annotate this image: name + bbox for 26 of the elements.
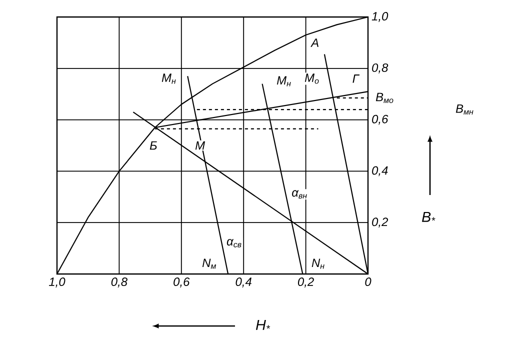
annotation: N$_{н}$ xyxy=(312,258,324,269)
text: B$_{мн}$ xyxy=(456,104,474,115)
x-tick-label: 0,8 xyxy=(111,278,128,288)
annotation: M$_{н}$ xyxy=(276,76,291,86)
y-tick-label: 0,4 xyxy=(372,166,388,176)
x-tick-label: 0,2 xyxy=(298,278,314,288)
annotation: N$_{м}$ xyxy=(202,258,216,269)
y-tick-label: 0,8 xyxy=(372,63,388,74)
annotation: α$_{св}$ xyxy=(226,239,242,248)
x-tick-label: 1,0 xyxy=(48,278,66,288)
annotation: Б xyxy=(150,141,157,150)
y-tick-label: 0,2 xyxy=(372,218,388,228)
y-tick-label: 1,0 xyxy=(372,12,388,22)
x-tick-label: 0,6 xyxy=(174,278,190,288)
annotation: α$_{вн}$ xyxy=(292,190,307,198)
annotation: Г xyxy=(352,74,360,83)
x-tick-label: 0,4 xyxy=(236,278,252,288)
x-axis-title: H$_{*}$ xyxy=(256,320,270,330)
annotation: M$_{о}$ xyxy=(304,74,319,84)
text: B$_{мо}$ xyxy=(376,92,394,104)
y-tick-label: 0,6 xyxy=(372,114,388,125)
x-tick-label: 0 xyxy=(365,278,372,286)
annotation: M$_{н}$ xyxy=(162,74,176,84)
annotation: A xyxy=(310,38,318,47)
annotation: М xyxy=(195,141,206,150)
y-axis-title: B$_{*}$ xyxy=(422,212,436,222)
